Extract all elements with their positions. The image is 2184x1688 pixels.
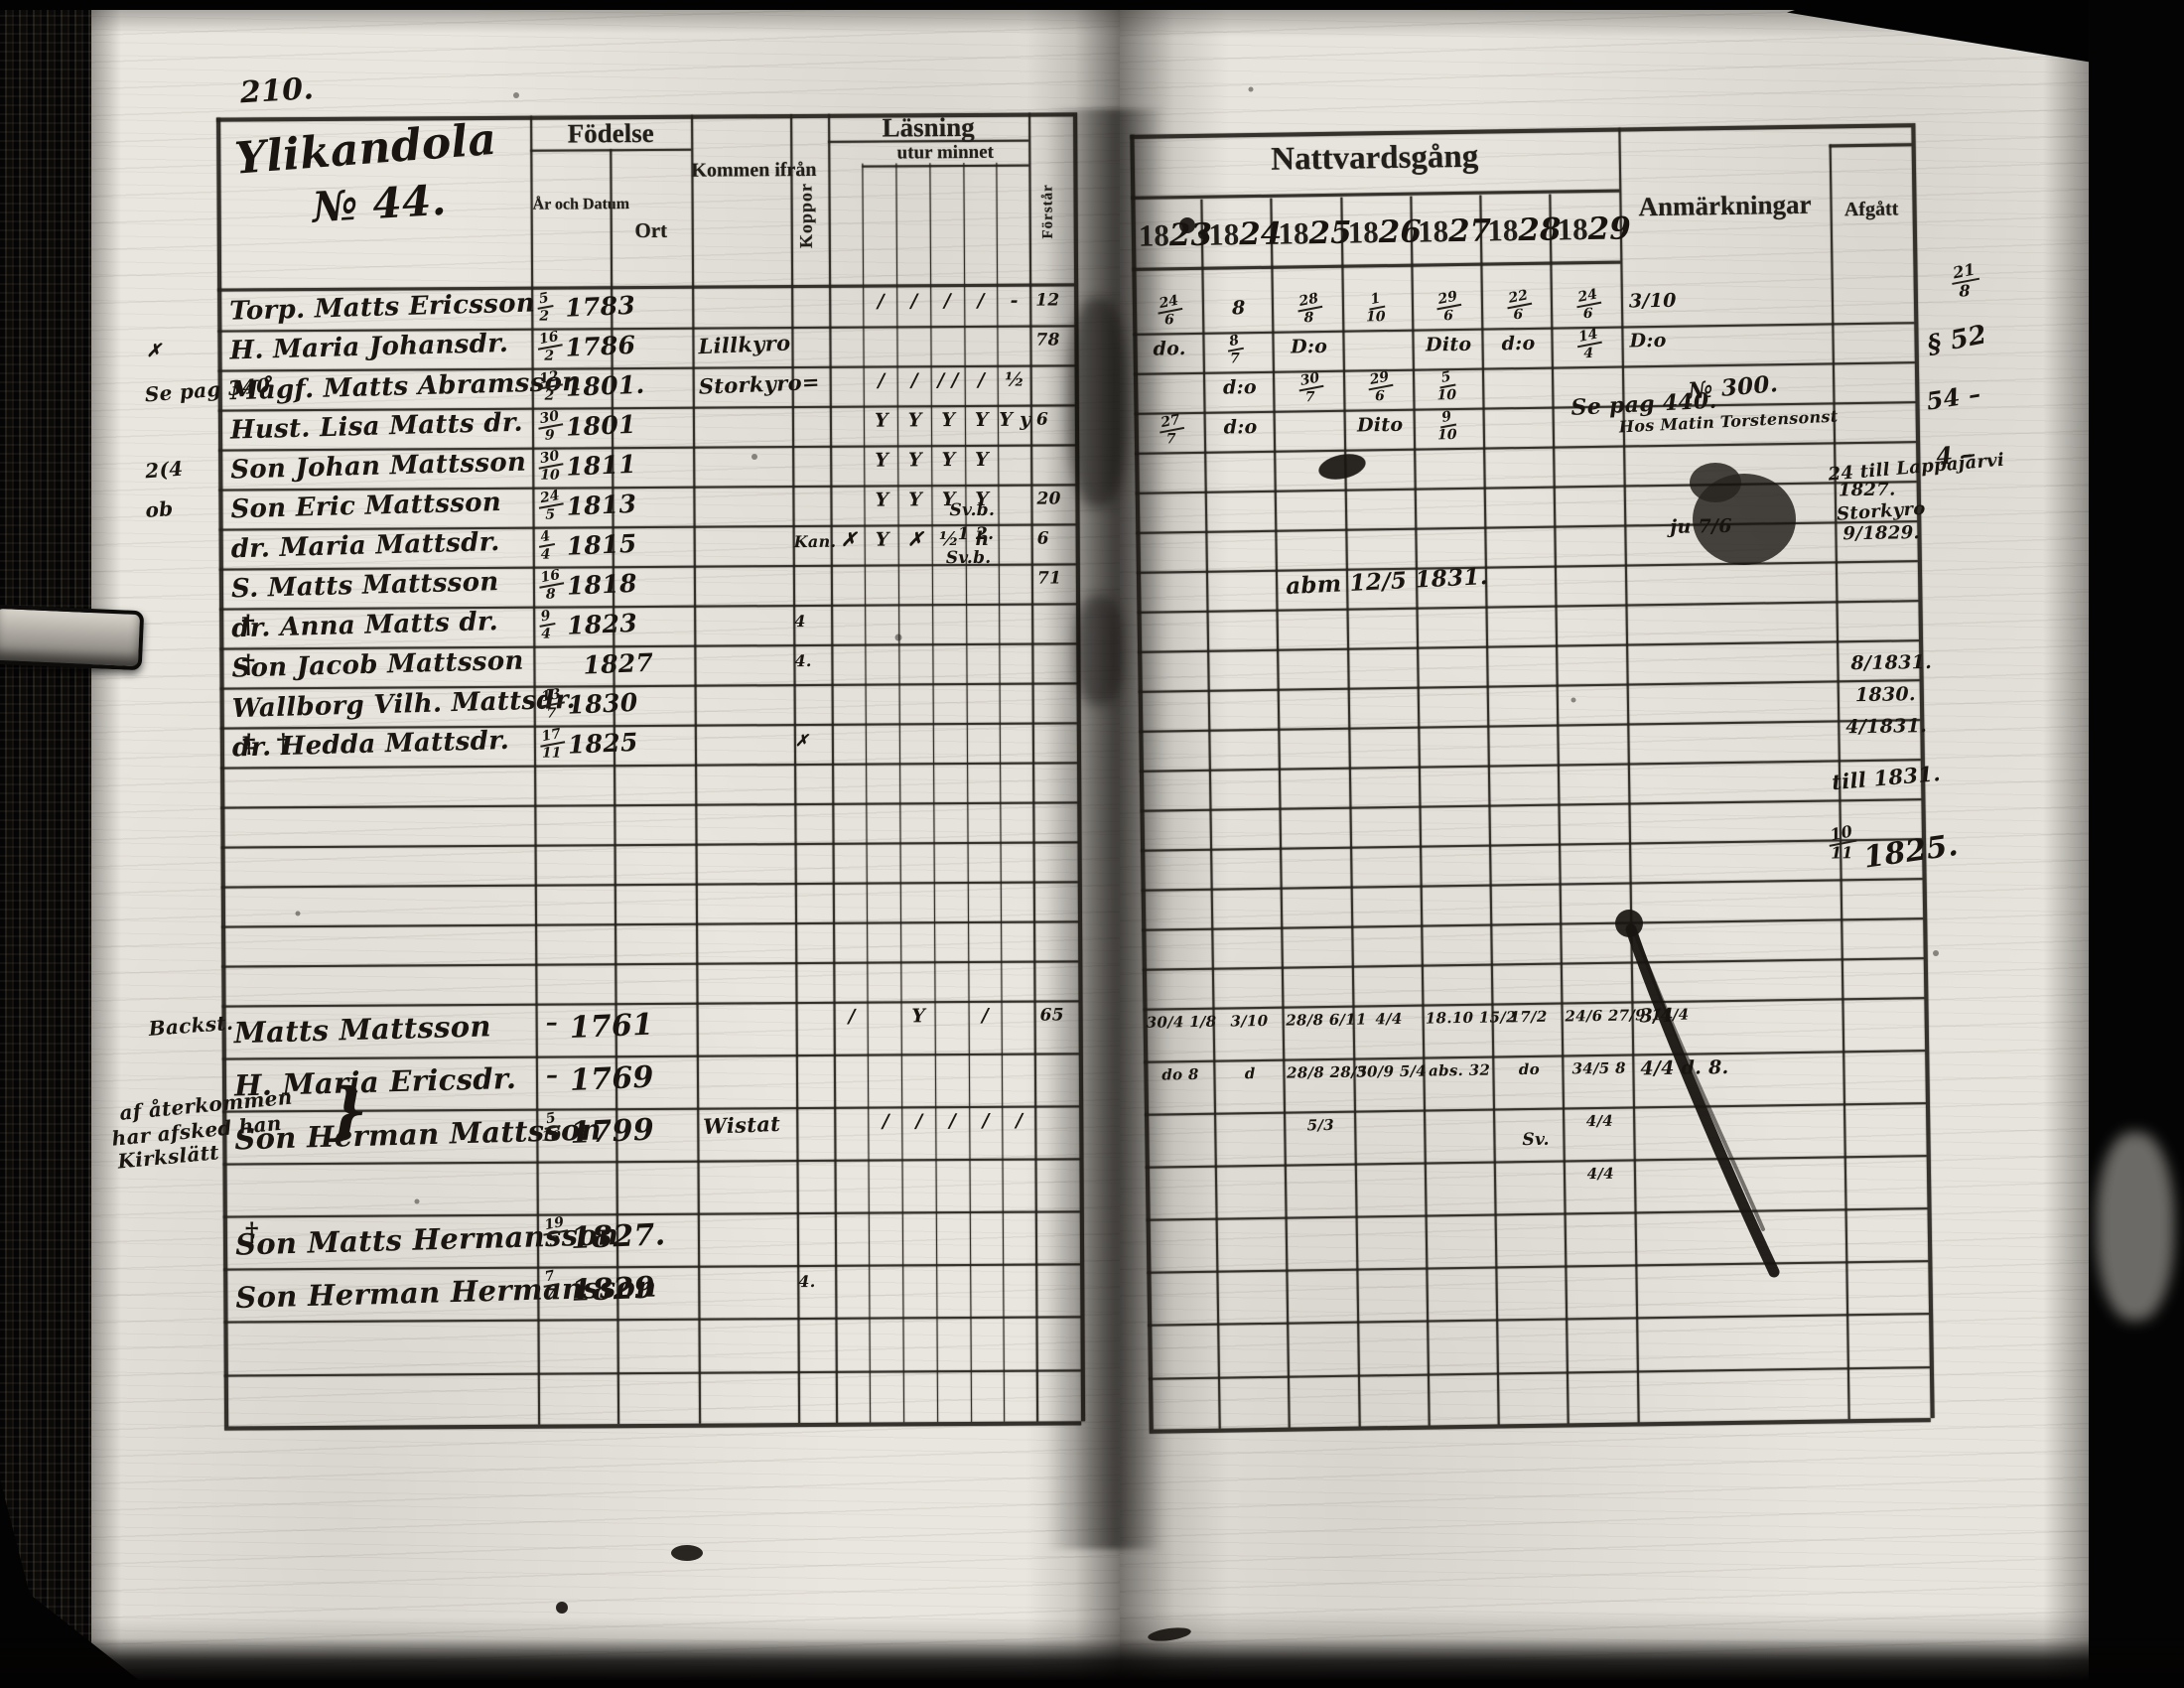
scan-border-right: [2089, 0, 2184, 1688]
gutter-shadow: [1046, 109, 1163, 1549]
scan-blotch: [2097, 1132, 2174, 1321]
scan-border-top: [0, 0, 2184, 10]
book-spine-edge: [0, 0, 91, 1688]
ink-slash: [1625, 923, 1780, 1278]
gutter-smudge-mid: [1074, 596, 1124, 705]
gutter-smudge-top: [1068, 298, 1128, 506]
scan-border-bottom: [0, 1638, 2184, 1688]
book-strap: [0, 604, 145, 671]
